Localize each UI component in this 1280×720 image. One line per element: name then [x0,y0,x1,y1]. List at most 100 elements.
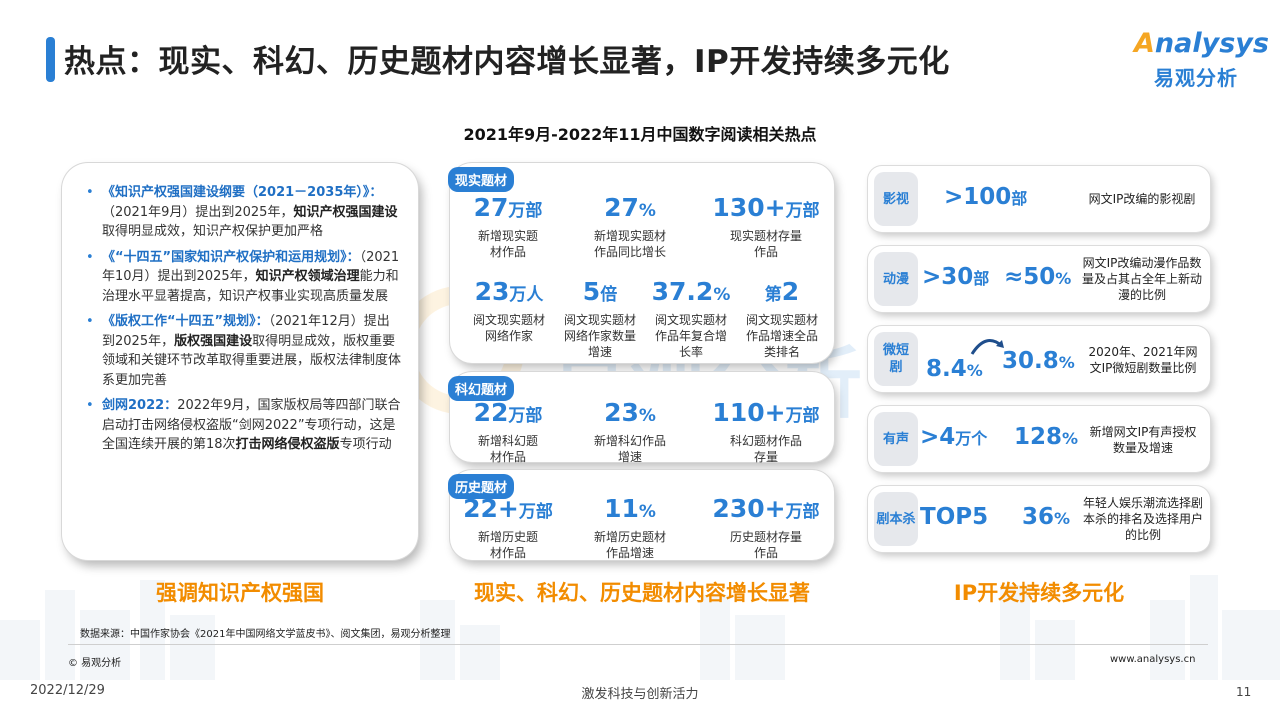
footer-divider [68,644,1208,645]
stat: 5倍阅文现实题材网络作家数量增速 [560,277,640,360]
history-card: 历史题材 22+万部 新增历史题材作品 11% 新增历史题材作品增速 230+万部历… [448,470,834,561]
website-link[interactable]: www.analysys.cn [1110,654,1196,665]
ip-row-film: 影视 >100部 网文IP改编的影视剧 [868,166,1210,232]
row-number: 36 [1022,504,1055,530]
stat-desc: 阅文现实题材网络作家数量增速 [563,313,636,359]
stat-desc: 新增科幻题材作品 [477,434,538,464]
slogan: 激发科技与创新活力 [581,687,699,702]
row-category: 微短剧 [874,332,918,386]
stat: 27% 新增现实题材作品同比增长 [578,193,682,260]
row-number: >100 [944,184,1012,210]
policy-item: • 剑网2022：2022年9月，国家版权局等四部门联合启动打击网络侵权盗版“剑网… [86,396,402,455]
policy-text: （2021年10月）提出到2025年， [102,249,400,285]
stat-number: 27 [473,193,509,222]
policy-lead: 剑网2022： [102,398,178,413]
row-value: 36% [1022,504,1070,530]
policy-lead: 《知识产权强国建设纲要（2021－2035年）》： [102,185,383,200]
row-category: 影视 [874,172,918,226]
row-unit: % [1055,269,1072,288]
policy-panel: • 《知识产权强国建设纲要（2021－2035年）》： （2021年9月）提出到20… [62,163,418,560]
stat-number: 5 [582,277,601,306]
stat-desc: 历史题材存量作品 [730,530,803,560]
stat: 23% 新增科幻作品增速 [578,398,682,465]
row-unit: % [966,361,983,380]
conclusion-content-growth: 现实、科幻、历史题材内容增长显著 [474,581,810,605]
stat-unit: % [638,502,656,522]
analysys-logo: Analysys 易观分析 [1132,28,1269,92]
stat-desc: 科幻题材作品存量 [730,434,803,464]
row-category: 有声 [874,412,918,466]
realistic-card: 现实题材 27万部 新增现实题材作品 27% 新增现实题材作品同比增长 130+万部… [448,163,834,363]
stat-number: 23 [604,398,639,427]
stat-number: 22 [473,398,509,427]
stat: 第2 阅文现实题材作品增速全品类排名 [742,277,822,360]
stat-number: 23 [474,277,510,306]
stat-unit: 万部 [518,502,553,522]
conclusion-ip-power: 强调知识产权强国 [156,581,324,605]
policy-item: • 《版权工作“十四五”规划》：（2021年12月）提出到2025年，版权强国建设… [86,312,402,390]
policy-lead: 《“十四五”国家知识产权保护和运用规划》： [102,249,360,265]
stat: 37.2% 阅文现实题材作品年复合增长率 [646,277,736,360]
scifi-card: 科幻题材 22万部 新增科幻题材作品 23% 新增科幻作品增速 110+万部 科幻题材… [448,372,834,465]
stat-unit: 万部 [785,201,820,221]
row-number: 30.8 [1002,348,1059,374]
row-number: >30 [922,264,974,290]
stat: 230+万部历史题材存量作品 [706,494,826,561]
stat: 110+万部 科幻题材作品存量 [706,398,826,465]
row-unit: % [1058,353,1075,372]
stat: 22+万部 新增历史题材作品 [456,494,560,561]
row-desc: 2020年、2021年网文IP微短剧数量比例 [1088,345,1198,375]
page-number: 11 [1236,685,1252,699]
stat-desc: 阅文现实题材作品年复合增长率 [654,313,727,359]
realistic-tag: 现实题材 [448,167,515,192]
chart-subtitle: 2021年9月-2022年11月中国数字阅读相关热点 [463,125,817,144]
stat-unit: 万部 [508,201,543,221]
policy-text: 专项行动 [339,437,392,452]
row-category: 动漫 [874,252,918,306]
stat-number: 27 [604,193,639,222]
row-number: TOP5 [920,504,989,530]
bullet-icon: • [86,314,94,329]
row-value: >100部 [944,184,1027,210]
row-unit: % [1054,509,1071,528]
bullet-icon: • [86,249,94,265]
stat-desc: 新增现实题材作品同比增长 [593,229,666,259]
policy-emphasis: 打击网络侵权盗版 [235,437,340,452]
policy-text: 2022年9月，国家版权局等四部门联合启动打击网络侵权盗版“剑网2022”专项行… [102,398,401,452]
stat: 11% 新增历史题材作品增速 [578,494,682,561]
stat-desc: 新增现实题材作品 [477,229,538,259]
policy-item: • 《“十四五”国家知识产权保护和运用规划》：（2021年10月）提出到2025年… [86,248,402,307]
row-category: 剧本杀 [874,492,918,546]
policy-text: （2021年9月）提出到2025年， [102,204,294,220]
bullet-icon: • [86,185,94,200]
city-skyline-decoration [0,575,1280,680]
policy-text: （2021年12月）提出到2025年， [102,314,390,349]
history-tag: 历史题材 [448,474,515,499]
growth-arrow-icon [970,339,1004,355]
stat-number: 37.2 [651,277,714,306]
policy-text: 取得明显成效，版权重要领域和关键环节改革取得重要进展，版权法律制度体系更加完善 [102,333,402,388]
policy-text: 取得明显成效，知识产权保护更加严格 [102,224,324,239]
copyright: © 易观分析 [68,658,122,669]
row-unit: 万个 [955,429,988,448]
row-unit: 部 [973,269,990,288]
data-source: 数据来源：中国作家协会《2021年中国网络文学蓝皮书》、阅文集团，易观分析整理 [80,629,451,640]
stat-desc: 新增科幻作品增速 [593,434,666,464]
stat-unit: 万部 [785,502,820,522]
policy-lead: 《版权工作“十四五”规划》： [102,314,269,329]
stat-unit: 倍 [600,285,618,305]
stat-number: 11 [604,494,639,523]
row-value: >30部 [922,264,989,290]
title-accent-bar [46,37,55,82]
stat: 130+万部 现实题材存量作品 [706,193,826,260]
row-number: ≈50 [1004,264,1056,290]
stat-unit: 万部 [785,406,820,426]
row-value: >4万个 [920,424,987,450]
stat-number: 230+ [712,494,786,523]
stat-number: 2 [781,277,800,306]
row-unit: 部 [1011,189,1028,208]
row-value: 8.4% [926,356,983,382]
logo-chinese-name: 易观分析 [1154,66,1238,90]
policy-emphasis: 知识产权强国建设 [293,204,398,220]
row-number: 8.4 [926,356,967,382]
